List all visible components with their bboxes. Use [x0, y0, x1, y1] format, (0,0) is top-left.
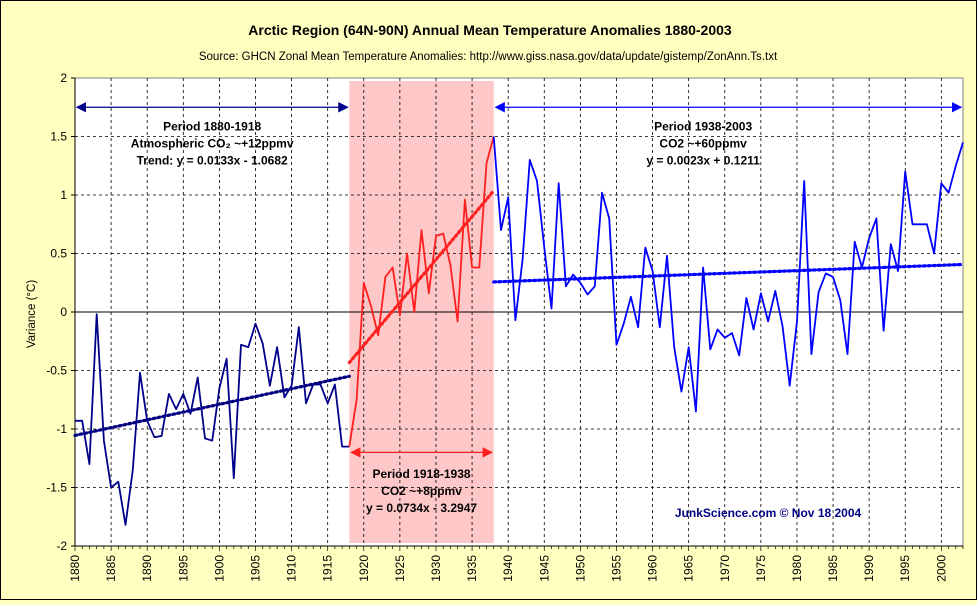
chart-title: Arctic Region (64N-90N) Annual Mean Temp… [248, 22, 732, 38]
credit-text: JunkScience.com © Nov 18 2004 [675, 506, 862, 520]
x-tick-label: 1905 [248, 555, 262, 582]
y-tick-label: 0.5 [50, 247, 67, 261]
x-tick-label: 1980 [790, 555, 804, 582]
y-axis-label: Variance (°C) [26, 280, 38, 348]
x-tick-label: 1990 [862, 555, 876, 582]
x-tick-label: 1930 [429, 555, 443, 582]
x-tick-label: 1945 [537, 555, 551, 582]
y-tick-label: -1 [56, 422, 67, 436]
annotation-text: Period 1918-1938 [373, 467, 471, 481]
x-tick-label: 1885 [104, 555, 118, 582]
annotation-text: y = 0.0734x - 3.2947 [366, 501, 477, 515]
annotation-text: Period 1938-2003 [654, 120, 752, 134]
x-tick-label: 1940 [501, 555, 515, 582]
annotation-text: Trend: y = 0.0133x - 1.0682 [137, 154, 288, 168]
x-tick-label: 1995 [898, 555, 912, 582]
x-tick-label: 1890 [140, 555, 154, 582]
annotation-text: Atmospheric CO₂ ~+12ppmv [131, 137, 294, 151]
trendline-1938-2003 [492, 262, 965, 284]
x-tick-label: 1920 [357, 555, 371, 582]
x-tick-label: 1935 [465, 555, 479, 582]
x-tick-label: 1950 [573, 555, 587, 582]
x-tick-label: 1985 [826, 555, 840, 582]
x-tick-label: 1960 [646, 555, 660, 582]
chart-subtitle: Source: GHCN Zonal Mean Temperature Anom… [199, 51, 778, 63]
y-tick-label: -2 [56, 539, 67, 553]
trendline-1918-1938 [347, 189, 496, 365]
x-tick-label: 1955 [609, 555, 623, 582]
y-tick-label: 2 [60, 71, 67, 85]
x-tick-label: 1925 [393, 555, 407, 582]
plot-area: -2 -1.5 -1 -0.5 0 0.5 1 1.5 2 1880 1885 1890 1895 190… [46, 71, 965, 582]
x-tick-label: 1965 [682, 555, 696, 582]
annotation-text: CO2 ~+8ppmv [381, 484, 462, 498]
annotation-text: CO2 ~+60ppmv [659, 137, 747, 151]
annotation-text: Period 1880-1918 [163, 120, 261, 134]
y-tick-label: -1.5 [46, 481, 67, 495]
y-tick-label: 1 [60, 188, 67, 202]
x-tick-label: 1915 [321, 555, 335, 582]
x-tick-label: 1910 [285, 555, 299, 582]
x-tick-label: 1880 [68, 555, 82, 582]
x-tick-label: 1970 [718, 555, 732, 582]
x-tick-label: 1900 [212, 555, 226, 582]
annotation-text: y = 0.0023x + 0.1211 [646, 154, 760, 168]
y-tick-label: 0 [60, 305, 67, 319]
x-tick-label: 2000 [934, 555, 948, 582]
series-line-2 [348, 136, 495, 447]
x-tick-label: 1895 [176, 555, 190, 582]
y-tick-label: 1.5 [50, 130, 67, 144]
x-tick-label: 1975 [754, 555, 768, 582]
series-line-1 [75, 313, 350, 526]
series-line-3 [492, 136, 964, 413]
y-tick-label: -0.5 [46, 364, 67, 378]
